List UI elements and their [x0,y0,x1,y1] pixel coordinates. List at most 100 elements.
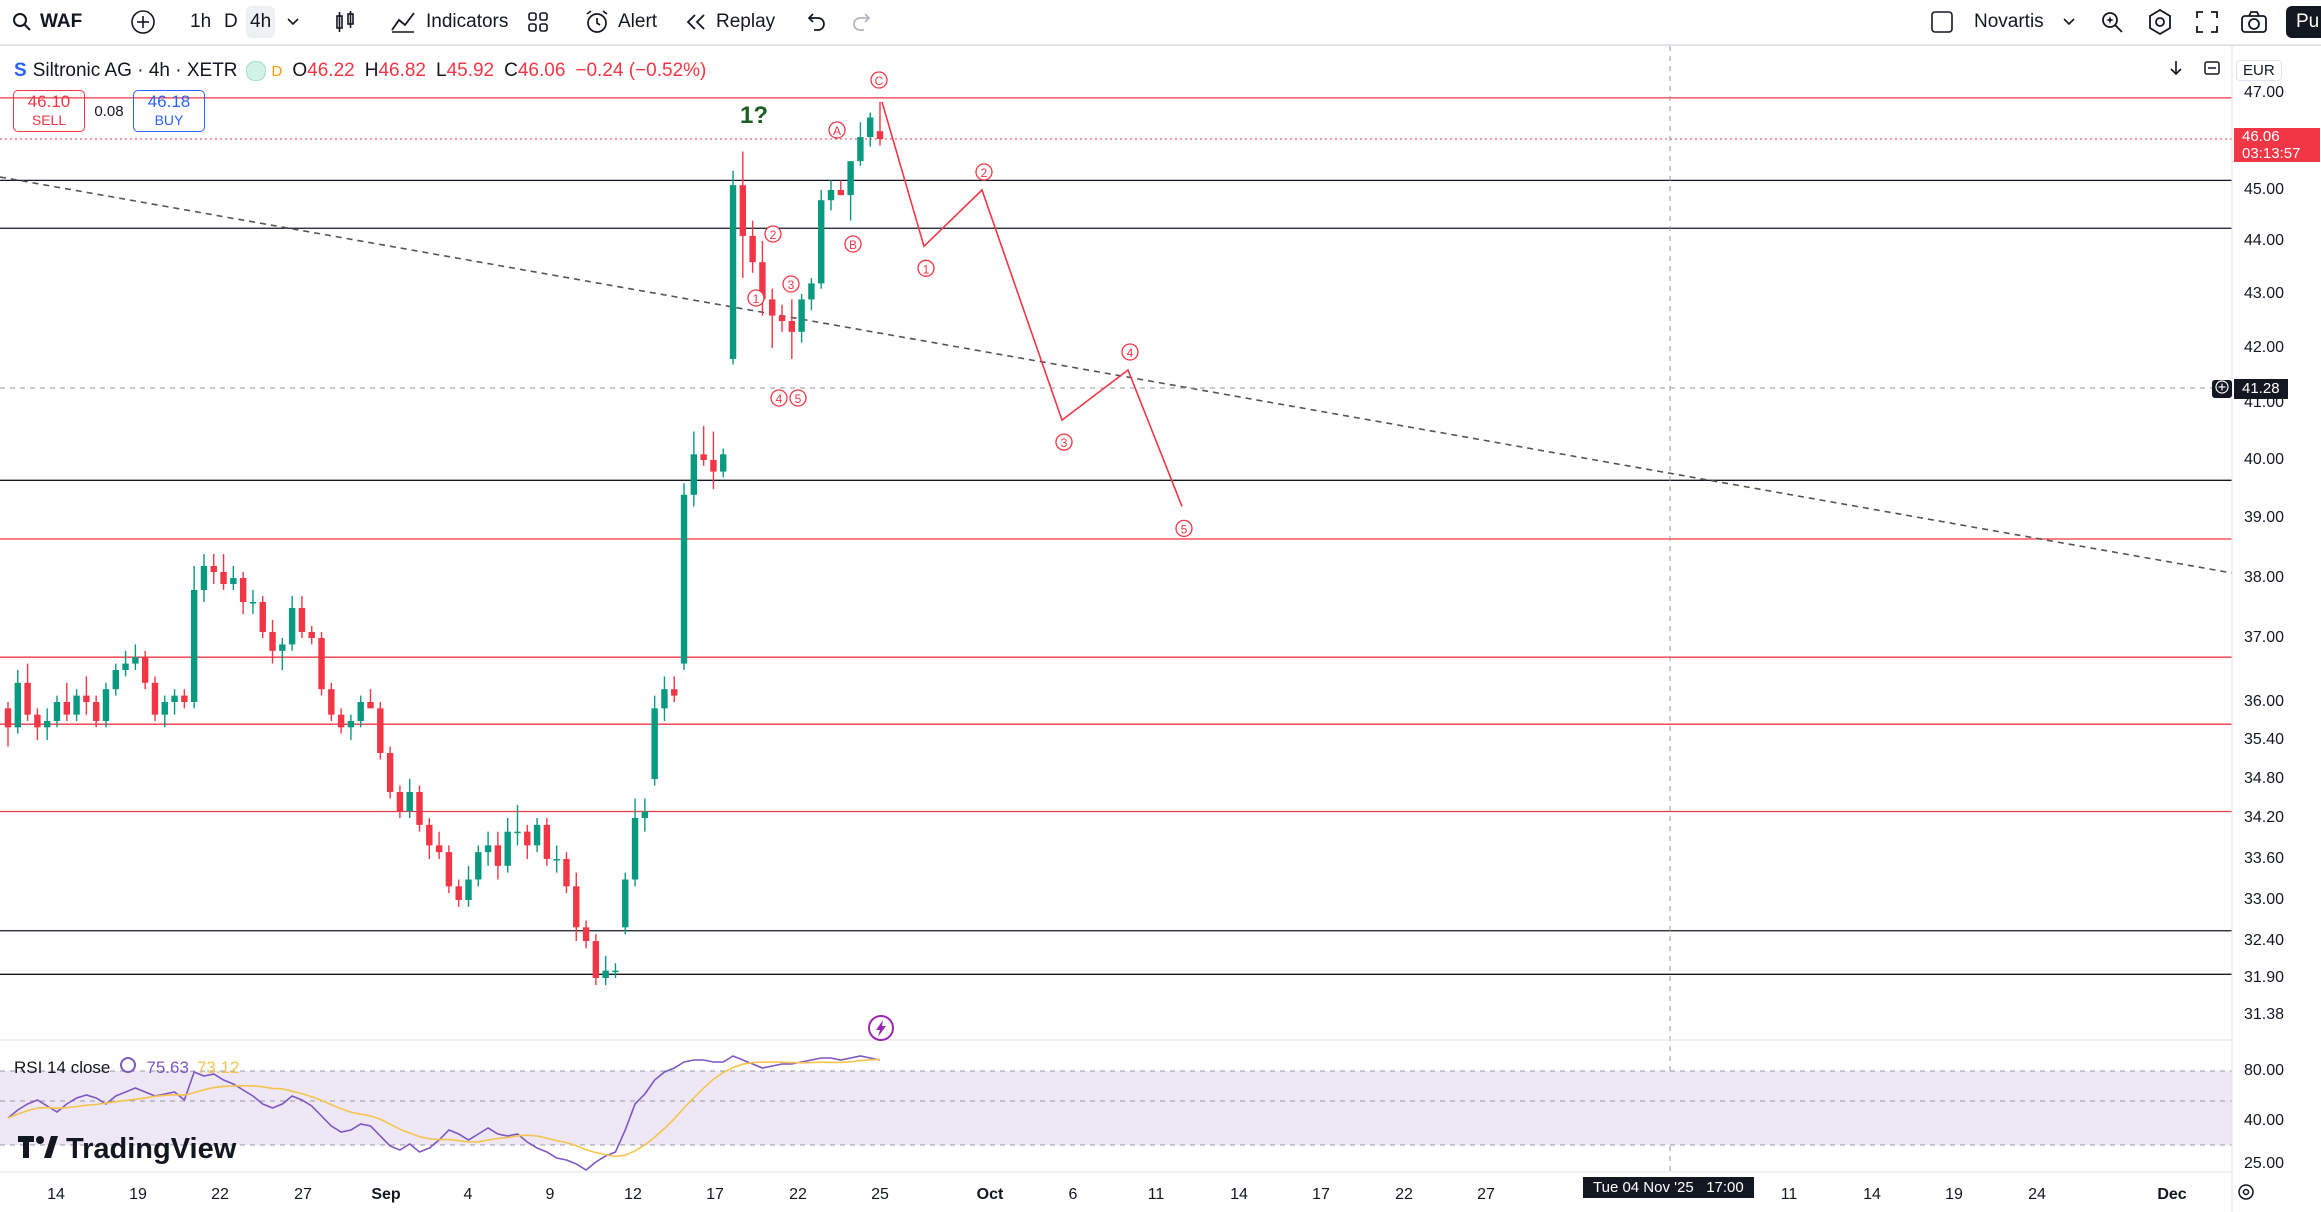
events-button[interactable] [866,1013,896,1048]
redo-button[interactable] [852,6,874,38]
candle-body [112,670,119,690]
interval-d[interactable]: D [224,11,238,32]
quick-search-button[interactable] [2098,6,2126,38]
candle-body [318,638,325,690]
price-tick-label: 43.00 [2244,285,2285,302]
wave-projection-line[interactable] [881,101,1183,507]
candle-body [151,682,159,715]
fullscreen-button[interactable] [2194,6,2220,38]
candle-body [514,831,521,834]
wave-label-circle[interactable] [844,235,862,253]
wave-label-circle[interactable] [870,71,888,89]
time-tick-label: 14 [1863,1186,1881,1203]
candles-icon [334,10,356,34]
wave-question-annotation[interactable]: 1? [740,102,769,129]
time-tick-label: 24 [2028,1186,2046,1203]
gear-icon [2146,8,2174,36]
snapshot-button[interactable] [2240,6,2268,38]
interval-dropdown[interactable] [286,6,300,38]
candle-body [592,941,600,978]
symbol-name[interactable]: Siltronic AG · 4h · XETR [32,60,238,81]
camera-icon [2240,10,2268,34]
settings-button[interactable] [2146,6,2174,38]
ohlc-close: 46.06 [517,60,566,81]
interval-4h[interactable]: 4h [246,6,276,38]
chart-type-button[interactable] [334,6,356,38]
candle-body [788,321,796,332]
interval-1h[interactable]: 1h [190,11,212,32]
layouts-button[interactable] [526,6,550,38]
sync-icon [2202,61,2222,82]
candle-body [798,299,805,332]
wave-label: 2 [770,228,777,242]
exchange-logo-icon: S [14,60,27,81]
candle-body [778,315,786,321]
wave-label-circle[interactable] [917,259,935,277]
candle-body [661,689,668,709]
candle-body [377,708,384,753]
candle-body [53,702,61,721]
time-tick-label: 6 [1068,1186,1078,1203]
candle-body [543,824,551,859]
symbol-search[interactable]: WAF [12,6,82,38]
rsi-legend[interactable]: RSI 14 close 75.63 73.12 [14,1055,239,1080]
wave-label-circle[interactable] [1121,343,1139,361]
wave-label-circle[interactable] [789,389,807,407]
time-tick-label: Oct [976,1186,1004,1203]
wave-label-circle[interactable] [782,275,800,293]
wave-label-circle[interactable] [1175,519,1193,538]
watchlist-selector[interactable]: Novartis [1930,6,2076,38]
bar-countdown: 03:13:57 [2242,145,2301,162]
wave-label: B [849,238,857,252]
sell-button[interactable]: 46.10 SELL [13,90,85,132]
candle-body [837,190,845,196]
crosshair-time-tag: Tue 04 Nov '25 17:00 [1583,1177,1754,1198]
redo-icon [852,13,874,31]
wave-label-circle[interactable] [764,225,782,243]
symbol-legend: S Siltronic AG · 4h · XETR D O 46.22 H 46.… [14,59,706,83]
candle-body [141,657,149,683]
buy-button[interactable]: 46.18 BUY [133,90,205,132]
currency-button[interactable]: EUR [2236,60,2282,81]
wave-label-circle[interactable] [747,289,765,307]
price-tick-label: 42.00 [2244,339,2285,356]
time-tick-label: 14 [47,1186,65,1203]
wave-label-circle[interactable] [975,163,993,181]
rsi-tick-label: 80.00 [2244,1062,2285,1079]
time-scale-settings-button[interactable] [2236,1182,2256,1207]
time-tick-label: 25 [871,1186,889,1203]
candle-body [73,695,80,715]
price-tick-label: 34.80 [2244,770,2285,787]
wave-label-circle[interactable] [828,121,846,139]
price-tick-label: 44.00 [2244,232,2285,249]
undo-button[interactable] [804,6,826,38]
time-tick-label: 19 [1945,1186,1963,1203]
candle-body [386,753,394,792]
candle-body [867,117,874,138]
candle-body [749,235,756,263]
scale-mode-arrow[interactable] [2168,58,2184,83]
trend-line[interactable] [0,176,2233,574]
alert-button[interactable]: Alert [584,6,657,38]
sync-button[interactable] [2202,58,2222,83]
add-symbol-button[interactable] [130,6,156,38]
price-tick-label: 32.40 [2244,932,2285,949]
wave-label-circle[interactable] [1055,433,1073,451]
crosshair-add-button[interactable] [2212,379,2232,398]
undo-icon [804,13,826,31]
rewind-icon [684,12,708,32]
tradingview-logo[interactable]: TradingView [18,1133,236,1166]
indicators-button[interactable]: Indicators [390,6,508,38]
candle-body [465,879,472,900]
time-tick-label: 4 [463,1186,473,1203]
price-tick-label: 47.00 [2244,84,2285,101]
price-tick-label: 33.60 [2244,850,2285,867]
wave-label-circle[interactable] [770,389,788,407]
ohlc-low-key: L [435,60,447,81]
candle-body [622,879,629,928]
indicators-label: Indicators [426,11,509,32]
publish-button[interactable]: Pu [2286,6,2321,38]
candle-body [92,702,100,721]
replay-button[interactable]: Replay [684,6,775,38]
